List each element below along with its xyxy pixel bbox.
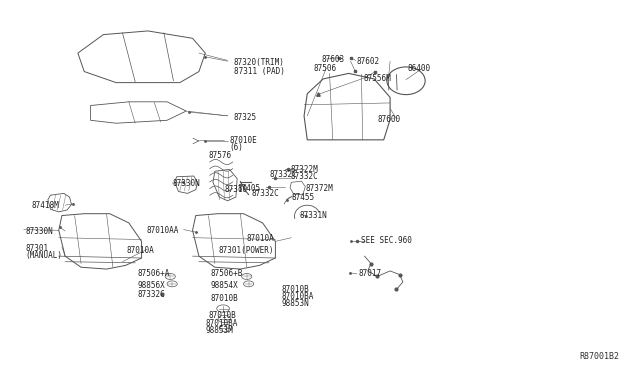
Text: 87405: 87405 (237, 185, 260, 193)
Text: 87010A: 87010A (246, 234, 275, 243)
Text: 87010B: 87010B (282, 285, 310, 294)
Text: 87017: 87017 (358, 269, 381, 278)
Text: 87311 (PAD): 87311 (PAD) (234, 67, 285, 76)
Text: 87332C: 87332C (137, 291, 165, 299)
Text: 87010B: 87010B (209, 311, 236, 320)
Text: R87001B2: R87001B2 (579, 352, 620, 361)
Text: 87010AA: 87010AA (147, 226, 179, 235)
Text: 87010BA: 87010BA (282, 292, 314, 301)
Text: 87010E: 87010E (230, 137, 257, 145)
Text: 87330N: 87330N (172, 179, 200, 188)
Text: (6): (6) (230, 144, 243, 153)
Text: 87301(POWER): 87301(POWER) (218, 246, 273, 255)
Text: 87330N: 87330N (26, 227, 53, 236)
Text: 87319: 87319 (225, 185, 248, 194)
Text: 87332C: 87332C (251, 189, 279, 198)
Text: 87506: 87506 (314, 64, 337, 73)
Text: 87010BA: 87010BA (205, 319, 237, 328)
Text: (MANUAL): (MANUAL) (26, 251, 63, 260)
Text: 87602: 87602 (357, 57, 380, 67)
Text: 87332C: 87332C (290, 171, 318, 180)
Text: 98853N: 98853N (282, 299, 310, 308)
Text: 86400: 86400 (407, 64, 431, 73)
Text: 87320(TRIM): 87320(TRIM) (234, 58, 285, 67)
Text: 87325: 87325 (234, 113, 257, 122)
Text: 87556M: 87556M (364, 74, 391, 83)
Text: 98853M: 98853M (205, 326, 233, 335)
Text: 87506+B: 87506+B (211, 269, 243, 278)
Text: SEE SEC.960: SEE SEC.960 (362, 236, 412, 245)
Text: 87010B: 87010B (211, 294, 238, 303)
Text: 87301: 87301 (26, 244, 49, 253)
Text: 87418M: 87418M (32, 201, 60, 210)
Text: 87576: 87576 (209, 151, 232, 160)
Text: 87372M: 87372M (306, 185, 333, 193)
Text: 98854X: 98854X (211, 281, 238, 290)
Text: 87455: 87455 (291, 193, 314, 202)
Text: 87322M: 87322M (290, 165, 318, 174)
Text: 87506+A: 87506+A (137, 269, 170, 278)
Text: 87600: 87600 (378, 115, 401, 124)
Text: 98856X: 98856X (137, 281, 165, 290)
Text: 87332C: 87332C (269, 170, 297, 179)
Text: 87010A: 87010A (126, 246, 154, 255)
Text: 87331N: 87331N (300, 211, 327, 220)
Text: 87603: 87603 (321, 55, 344, 64)
